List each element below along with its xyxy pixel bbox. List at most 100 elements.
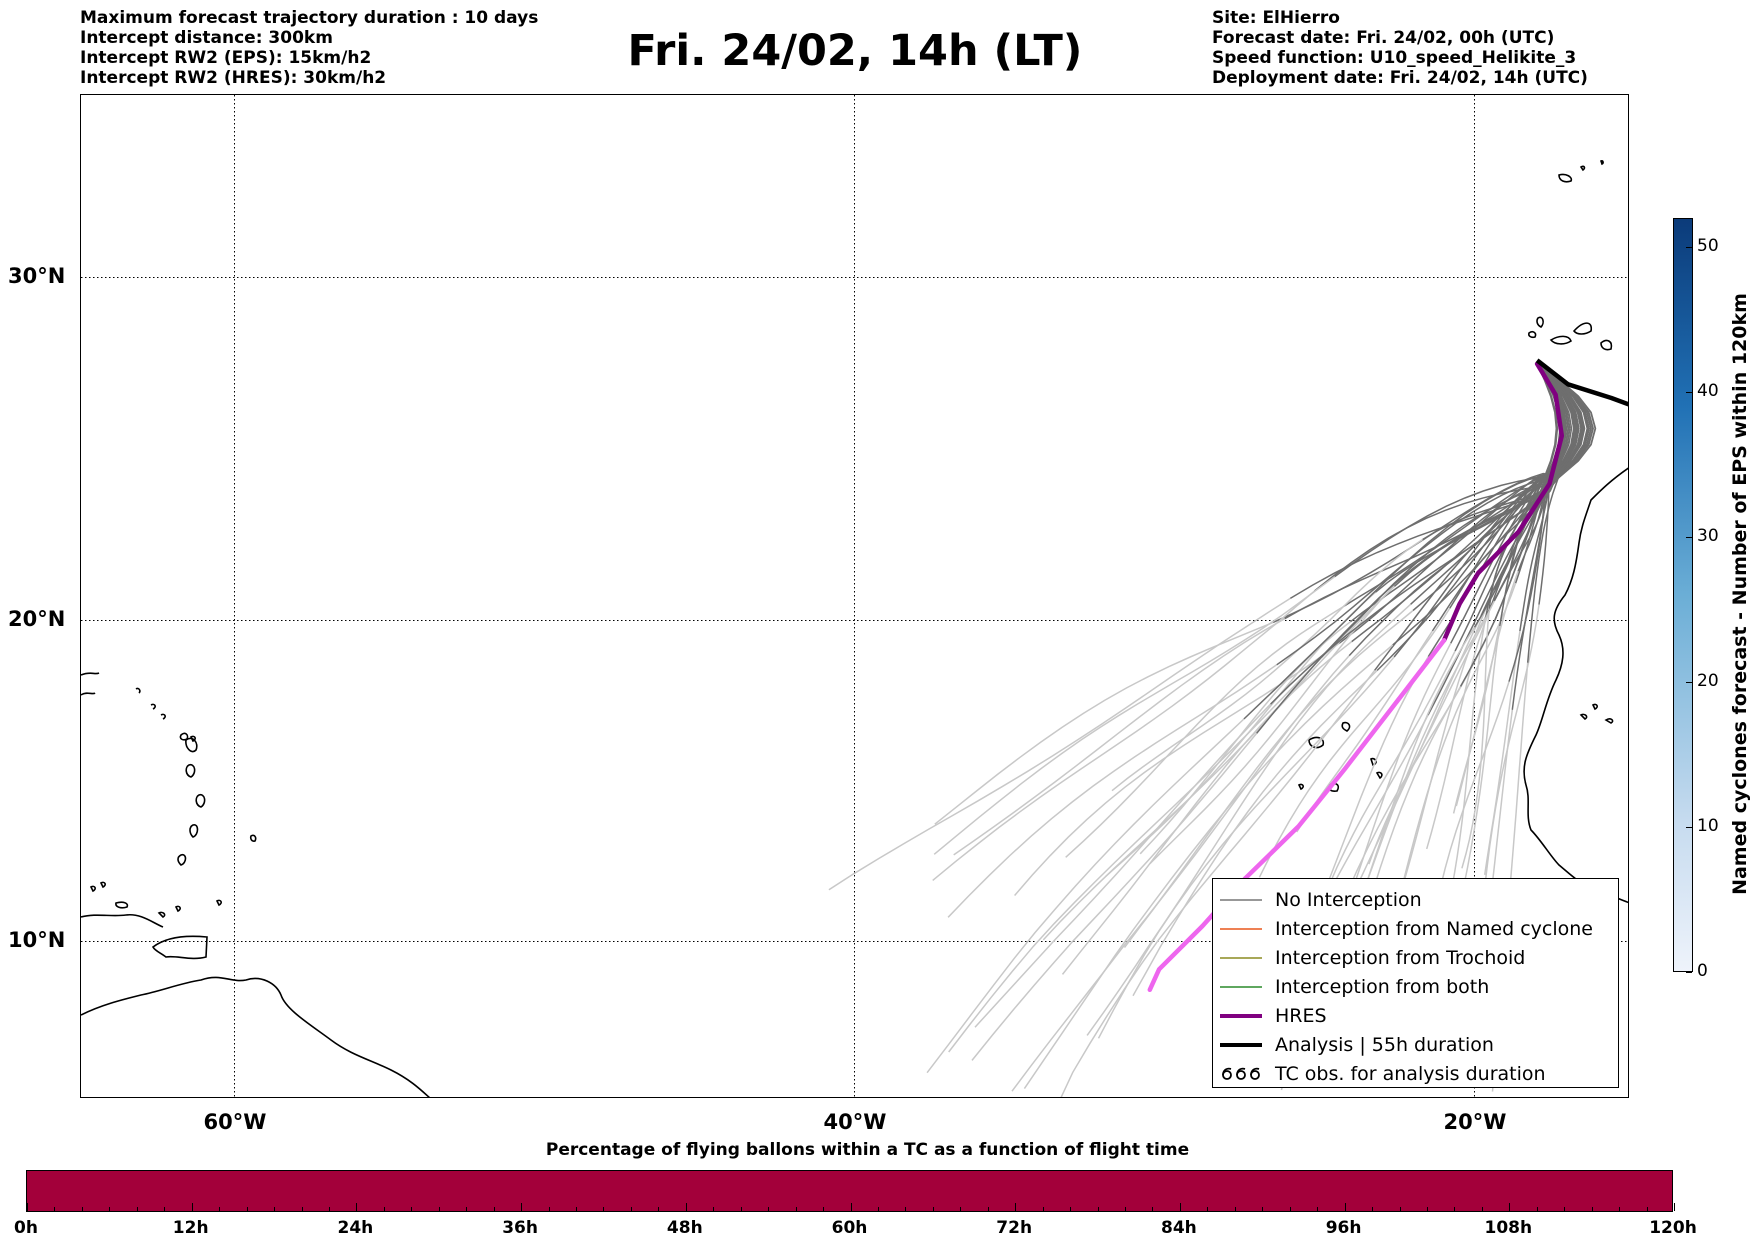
eps-trajectory-late xyxy=(933,576,1336,855)
eps-trajectory-early xyxy=(1256,363,1592,734)
legend-item-trochoid: Interception from Trochoid xyxy=(1213,943,1618,972)
flight-time-tick xyxy=(411,1207,413,1211)
legend-item-hres: HRES xyxy=(1213,1001,1618,1030)
legend-swatch xyxy=(1220,956,1262,959)
flight-time-tick-label: 60h xyxy=(831,1218,868,1238)
eps-trajectory-late xyxy=(1065,605,1345,858)
flight-time-tick xyxy=(713,1207,715,1211)
eps-trajectory-late xyxy=(1394,582,1517,914)
flight-time-tick xyxy=(1646,1207,1648,1211)
flight-time-tick xyxy=(383,1207,385,1211)
barbados xyxy=(249,834,257,842)
legend-label: HRES xyxy=(1275,1004,1327,1027)
flight-time-tick-label: 96h xyxy=(1325,1218,1362,1238)
flight-time-tick xyxy=(1317,1207,1319,1211)
flight-time-tick xyxy=(109,1207,111,1211)
hres-track-segment xyxy=(1441,361,1565,643)
eps-trajectory-late xyxy=(1483,630,1521,875)
map-panel[interactable] xyxy=(80,94,1629,1098)
flight-time-tick-label: 36h xyxy=(502,1218,538,1238)
la-palma xyxy=(1536,316,1544,328)
eps-colorbar-tick-label: 50 xyxy=(1697,236,1719,256)
eps-trajectory-late xyxy=(1011,655,1350,1092)
eps-trajectory-late xyxy=(1368,600,1495,865)
flight-time-tick xyxy=(768,1207,770,1211)
flight-time-tick xyxy=(1619,1207,1621,1211)
puerto-rico xyxy=(81,672,100,696)
analysis-trajectory xyxy=(1535,358,1628,407)
flight-time-tick xyxy=(1125,1207,1126,1211)
flight-time-tick xyxy=(356,1203,358,1211)
abc-islands xyxy=(89,881,129,909)
info-max-duration: Maximum forecast trajectory duration : 1… xyxy=(80,8,539,28)
eps-trajectory-late xyxy=(1462,625,1501,888)
eps-trajectory-late xyxy=(974,703,1272,1028)
eps-trajectory-late xyxy=(1061,641,1353,975)
south-america-coast xyxy=(81,976,430,1097)
flight-time-tick xyxy=(1234,1207,1236,1211)
legend-label: Interception from both xyxy=(1275,975,1490,998)
eps-trajectory-late xyxy=(971,732,1258,1061)
flight-time-tick xyxy=(630,1207,632,1211)
flight-time-tick xyxy=(795,1207,797,1211)
legend-item-analysis: Analysis | 55h duration xyxy=(1213,1030,1618,1059)
eps-trajectory-late xyxy=(1086,603,1412,1036)
eps-trajectory-early xyxy=(1473,363,1567,628)
flight-time-tick xyxy=(493,1207,495,1211)
flight-time-tick xyxy=(1097,1207,1099,1211)
eps-colorbar-tick xyxy=(1686,537,1692,538)
eps-trajectory-early xyxy=(1376,363,1575,672)
legend-item-tc-obs: TC obs. for analysis duration xyxy=(1213,1059,1618,1088)
flight-time-tick xyxy=(136,1207,138,1211)
flight-time-tick-label: 108h xyxy=(1484,1218,1533,1238)
site-parameters: Site: ElHierro Forecast date: Fri. 24/02… xyxy=(1212,8,1588,88)
lesser-antilles xyxy=(177,737,206,866)
flight-time-tick xyxy=(1152,1207,1154,1211)
flight-time-tick xyxy=(1015,1203,1017,1211)
info-intercept-distance: Intercept distance: 300km xyxy=(80,28,333,48)
flight-time-tick xyxy=(850,1203,852,1211)
flight-time-tick xyxy=(301,1207,303,1211)
flight-time-tick xyxy=(1454,1207,1456,1211)
flight-time-tick xyxy=(328,1207,330,1211)
tc-symbol-icon xyxy=(1222,1067,1260,1080)
legend-label: TC obs. for analysis duration xyxy=(1275,1062,1546,1085)
eps-trajectory-early xyxy=(1526,363,1594,663)
tobago xyxy=(215,899,222,907)
flight-time-tick xyxy=(1509,1203,1511,1211)
flight-time-tick xyxy=(219,1207,221,1211)
flight-time-tick-label: 84h xyxy=(1161,1218,1197,1238)
lat-label-30n: 30°N xyxy=(8,264,66,288)
info-intercept-eps: Intercept RW2 (EPS): 15km/h2 xyxy=(80,48,372,68)
flight-time-tick xyxy=(960,1207,962,1211)
eps-trajectory-late xyxy=(1023,644,1394,1090)
eps-colorbar-tick xyxy=(1686,972,1692,973)
flight-time-tick xyxy=(987,1207,989,1211)
eps-colorbar-tick-label: 0 xyxy=(1697,961,1708,981)
eps-trajectory-early xyxy=(1450,363,1585,644)
legend-swatch xyxy=(1220,898,1262,901)
flight-time-tick xyxy=(823,1207,825,1211)
eps-colorbar-tick-label: 40 xyxy=(1697,381,1719,401)
flight-time-colorbar-title: Percentage of flying ballons within a TC… xyxy=(545,1140,1190,1160)
coastlines xyxy=(81,160,1628,1097)
eps-trajectory-early xyxy=(1493,363,1566,602)
madeira xyxy=(1558,165,1586,183)
flight-time-tick xyxy=(1481,1207,1483,1211)
eps-trajectory-late xyxy=(948,656,1322,1053)
eps-trajectory-late xyxy=(1258,607,1451,878)
eps-trajectory-late xyxy=(1111,538,1424,792)
eps-trajectory-late xyxy=(1149,576,1405,865)
flight-time-tick xyxy=(1674,1203,1675,1211)
eps-trajectory-late xyxy=(828,597,1291,891)
flight-time-tick xyxy=(27,1203,28,1211)
venezuela-coast xyxy=(81,913,164,928)
tenerife xyxy=(1549,335,1572,345)
eps-colorbar-tick xyxy=(1686,247,1692,248)
flight-time-tick xyxy=(1344,1203,1346,1211)
gran-canaria xyxy=(1572,322,1593,335)
flight-time-tick xyxy=(54,1207,56,1211)
flight-time-tick xyxy=(164,1207,166,1211)
map-title: Fri. 24/02, 14h (LT) xyxy=(627,26,1083,76)
eps-trajectory-late xyxy=(1425,605,1492,850)
